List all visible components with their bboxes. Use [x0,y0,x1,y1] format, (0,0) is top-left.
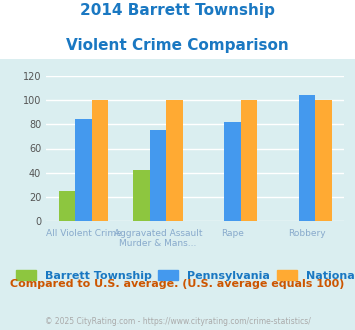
Bar [75,119,92,221]
Bar [315,100,332,221]
Text: Aggravated Assault: Aggravated Assault [114,229,202,238]
Bar [299,95,315,221]
Text: Murder & Mans...: Murder & Mans... [119,239,197,248]
Text: 2014 Barrett Township: 2014 Barrett Township [80,3,275,18]
Text: Robbery: Robbery [288,229,326,238]
Text: All Violent Crime: All Violent Crime [45,229,121,238]
Legend: Barrett Township, Pennsylvania, National: Barrett Township, Pennsylvania, National [16,270,355,281]
Bar [241,100,257,221]
Bar [92,100,108,221]
Bar [224,122,241,221]
Bar [133,170,150,221]
Text: © 2025 CityRating.com - https://www.cityrating.com/crime-statistics/: © 2025 CityRating.com - https://www.city… [45,317,310,326]
Text: Violent Crime Comparison: Violent Crime Comparison [66,38,289,53]
Text: Rape: Rape [221,229,244,238]
Text: Compared to U.S. average. (U.S. average equals 100): Compared to U.S. average. (U.S. average … [10,279,345,289]
Bar [150,130,166,221]
Bar [166,100,182,221]
Bar [59,191,75,221]
